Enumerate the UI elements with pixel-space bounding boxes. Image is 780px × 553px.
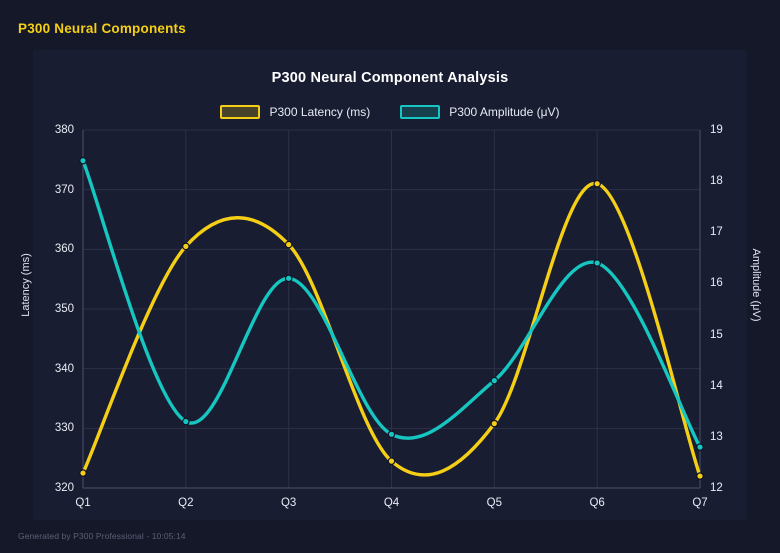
- y-axis-right-tick-label: 17: [710, 226, 723, 239]
- data-point-marker[interactable]: [79, 469, 87, 477]
- data-point-marker[interactable]: [593, 259, 601, 267]
- y-axis-right-tick-label: 16: [710, 277, 723, 290]
- legend-label-latency: P300 Latency (ms): [269, 105, 371, 119]
- y-axis-right-tick-label: 12: [710, 482, 723, 494]
- data-point-marker[interactable]: [490, 376, 499, 385]
- data-point-marker[interactable]: [593, 179, 601, 188]
- chart-panel: P300 Neural Component Analysis P300 Late…: [20, 50, 762, 520]
- data-point-marker[interactable]: [696, 472, 704, 480]
- x-axis-tick-label: Q3: [280, 497, 297, 509]
- x-axis-tick-label: Q5: [486, 497, 502, 509]
- y-axis-left-tick-label: 320: [54, 482, 74, 494]
- y-axis-right-tick-label: 14: [710, 379, 723, 392]
- x-axis-tick-label: Q7: [692, 497, 708, 509]
- chart-plot-area: [79, 129, 704, 489]
- y-axis-left-tick-label: 350: [54, 303, 74, 315]
- y-axis-left-tick-label: 370: [54, 183, 74, 196]
- data-point-marker[interactable]: [490, 419, 499, 428]
- page-title: P300 Neural Components: [18, 21, 186, 36]
- data-point-marker[interactable]: [696, 443, 704, 451]
- y-axis-left-tick-label: 340: [54, 362, 74, 375]
- data-point-marker[interactable]: [79, 156, 87, 165]
- y-axis-right-tick-label: 18: [710, 175, 723, 188]
- x-axis-tick-label: Q1: [75, 497, 91, 509]
- y-axis-left-tick-label: 360: [54, 243, 74, 256]
- x-axis-tick-label: Q4: [383, 497, 400, 509]
- y-axis-right-tick-label: 19: [710, 124, 723, 136]
- y-axis-left-tick-label: 380: [54, 124, 74, 136]
- x-axis-tick-label: Q6: [589, 497, 605, 509]
- data-point-marker[interactable]: [182, 242, 190, 251]
- chart-legend: P300 Latency (ms) P300 Amplitude (μV): [33, 105, 747, 119]
- data-point-marker[interactable]: [387, 457, 396, 465]
- footer-note: Generated by P300 Professional - 10:05:1…: [18, 531, 186, 541]
- data-point-marker[interactable]: [284, 274, 293, 283]
- y-axis-right-tick-label: 13: [710, 430, 723, 443]
- y-axis-left-tick-label: 330: [54, 422, 74, 435]
- data-point-marker[interactable]: [284, 240, 293, 249]
- x-axis-tick-label: Q2: [178, 497, 194, 509]
- left-axis-title: Latency (ms): [20, 253, 32, 317]
- legend-item-amplitude[interactable]: P300 Amplitude (μV): [400, 105, 560, 119]
- legend-swatch-latency-icon: [220, 105, 261, 119]
- y-axis-right-tick-label: 15: [710, 328, 723, 341]
- legend-swatch-amplitude-icon: [400, 105, 441, 119]
- data-point-marker[interactable]: [182, 417, 190, 426]
- data-point-marker[interactable]: [387, 430, 396, 439]
- legend-label-amplitude: P300 Amplitude (μV): [449, 105, 560, 119]
- legend-item-latency[interactable]: P300 Latency (ms): [220, 105, 370, 119]
- chart-title: P300 Neural Component Analysis: [271, 70, 509, 86]
- right-axis-title: Amplitude (μV): [750, 248, 762, 322]
